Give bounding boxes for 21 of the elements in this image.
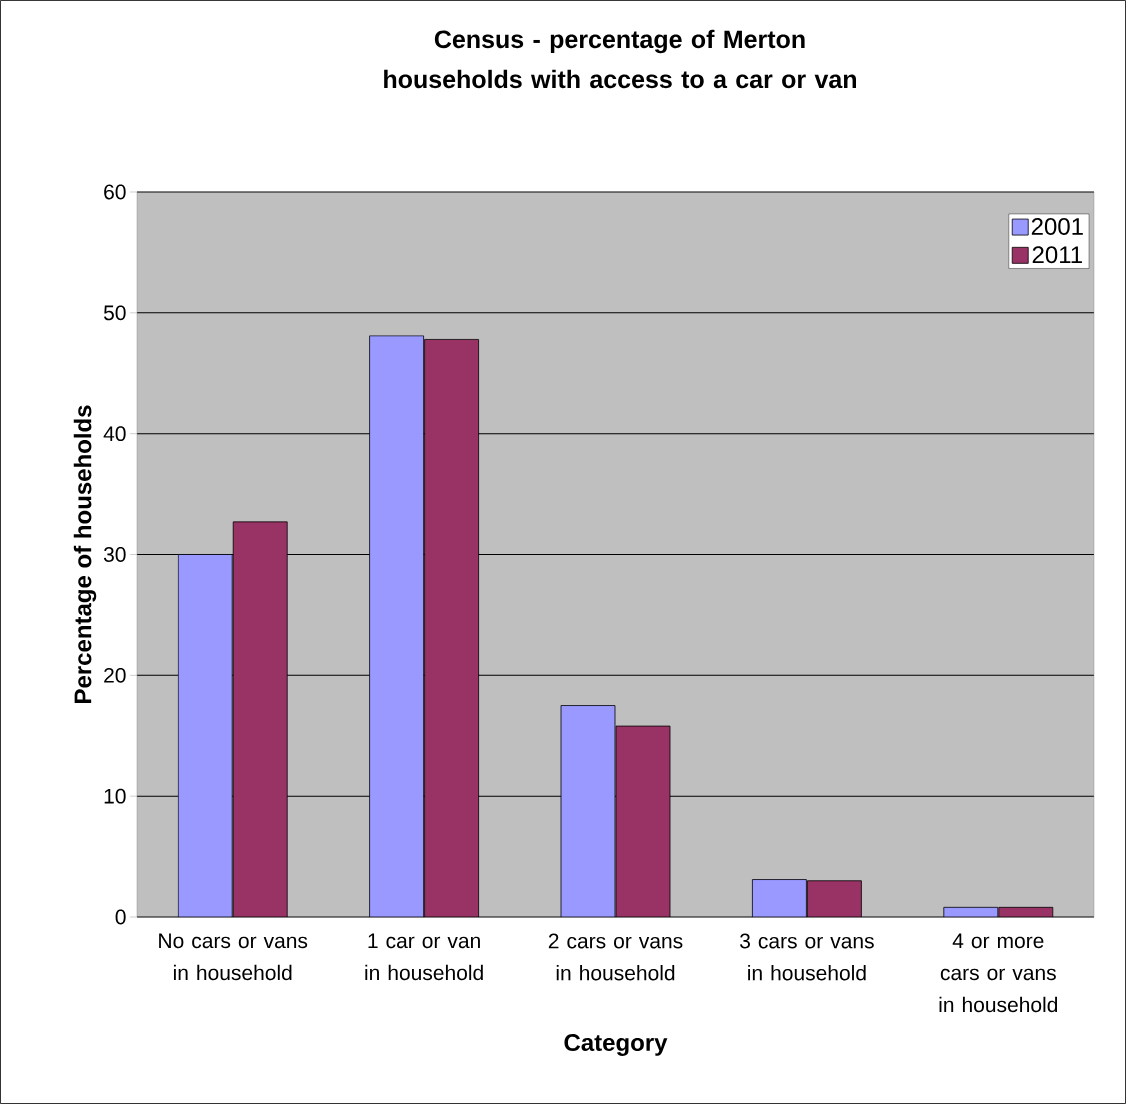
x-tick-label: 2 cars or vans in household (548, 933, 683, 981)
x-axis-title: Category (564, 1034, 668, 1056)
y-tick-label: 40 (103, 426, 126, 442)
x-tick-label: 3 cars or vans in household (740, 933, 874, 981)
bar (615, 725, 671, 917)
legend-label: 2001 (1031, 217, 1083, 235)
y-tick-label: 30 (103, 547, 126, 562)
y-tick-label: 60 (104, 184, 126, 200)
x-tick-label: 4 or more cars or vans in household (939, 933, 1058, 1013)
bar (424, 339, 480, 917)
bar (807, 880, 862, 917)
y-tick-label: 50 (103, 305, 126, 321)
x-tick-label: No cars or vans in household (159, 933, 308, 981)
y-tick-label: 0 (115, 909, 126, 925)
y-tick-label: 10 (104, 788, 126, 804)
chart-title: Census - percentage of Merton households with access to a car or van (384, 29, 857, 89)
y-tick-label: 20 (104, 667, 126, 683)
legend-label: 2011 (1032, 246, 1082, 264)
y-axis-title: Percentage of households (73, 405, 97, 703)
x-tick-label: 1 car or van in household (365, 933, 483, 981)
bar (232, 521, 288, 917)
